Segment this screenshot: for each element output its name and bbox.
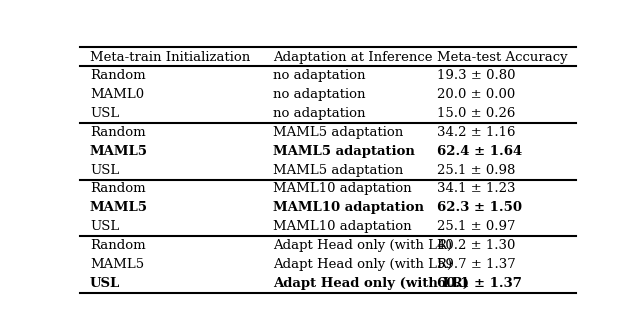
Text: Random: Random [90,239,145,252]
Text: 20.0 ± 0.00: 20.0 ± 0.00 [437,88,515,101]
Text: 60.1 ± 1.37: 60.1 ± 1.37 [437,277,522,290]
Text: Meta-train Initialization: Meta-train Initialization [90,51,250,64]
Text: 34.2 ± 1.16: 34.2 ± 1.16 [437,126,516,139]
Text: Random: Random [90,182,145,196]
Text: USL: USL [90,164,119,177]
Text: 25.1 ± 0.97: 25.1 ± 0.97 [437,220,516,233]
Text: no adaptation: no adaptation [273,88,366,101]
Text: MAML5 adaptation: MAML5 adaptation [273,145,415,158]
Text: MAML10 adaptation: MAML10 adaptation [273,220,412,233]
Text: MAML5: MAML5 [90,145,148,158]
Text: no adaptation: no adaptation [273,107,366,120]
Text: MAML5 adaptation: MAML5 adaptation [273,126,404,139]
Text: no adaptation: no adaptation [273,69,366,82]
Text: 19.3 ± 0.80: 19.3 ± 0.80 [437,69,516,82]
Text: 40.2 ± 1.30: 40.2 ± 1.30 [437,239,515,252]
Text: MAML10 adaptation: MAML10 adaptation [273,182,412,196]
Text: Adapt Head only (with LR): Adapt Head only (with LR) [273,239,452,252]
Text: USL: USL [90,220,119,233]
Text: 25.1 ± 0.98: 25.1 ± 0.98 [437,164,515,177]
Text: Adapt Head only (with LR): Adapt Head only (with LR) [273,258,452,271]
Text: Adaptation at Inference: Adaptation at Inference [273,51,433,64]
Text: 34.1 ± 1.23: 34.1 ± 1.23 [437,182,516,196]
Text: Random: Random [90,126,145,139]
Text: Adapt Head only (with LR): Adapt Head only (with LR) [273,277,470,290]
Text: MAML0: MAML0 [90,88,144,101]
Text: Random: Random [90,69,145,82]
Text: MAML5: MAML5 [90,201,148,214]
Text: USL: USL [90,107,119,120]
Text: USL: USL [90,277,120,290]
Text: 62.3 ± 1.50: 62.3 ± 1.50 [437,201,522,214]
Text: MAML5: MAML5 [90,258,144,271]
Text: 15.0 ± 0.26: 15.0 ± 0.26 [437,107,515,120]
Text: MAML10 adaptation: MAML10 adaptation [273,201,424,214]
Text: MAML5 adaptation: MAML5 adaptation [273,164,404,177]
Text: 59.7 ± 1.37: 59.7 ± 1.37 [437,258,516,271]
Text: Meta-test Accuracy: Meta-test Accuracy [437,51,568,64]
Text: 62.4 ± 1.64: 62.4 ± 1.64 [437,145,522,158]
